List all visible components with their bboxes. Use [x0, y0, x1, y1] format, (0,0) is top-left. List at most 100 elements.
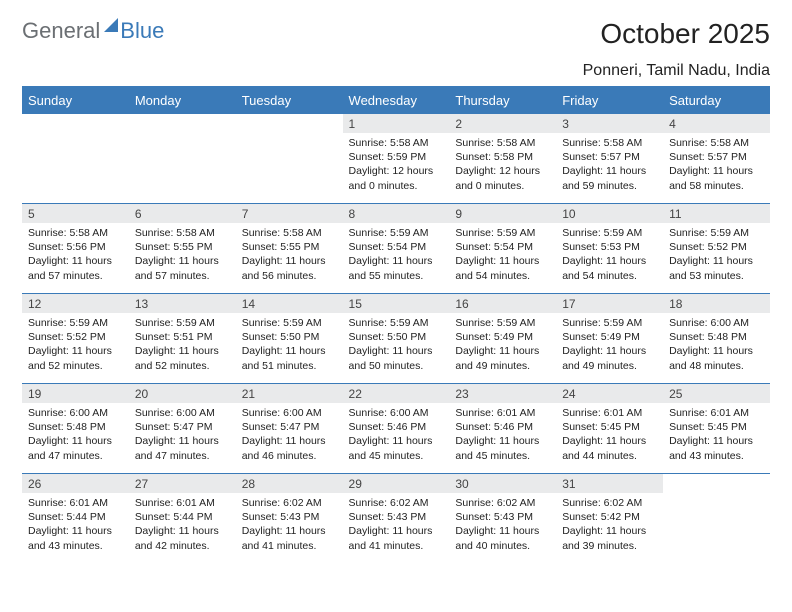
- day-number: 3: [556, 114, 663, 133]
- day-number: 28: [236, 474, 343, 493]
- sunrise-value: 5:58 AM: [390, 137, 429, 149]
- day-body: Sunrise: 5:58 AMSunset: 5:59 PMDaylight:…: [343, 133, 450, 195]
- sunrise-value: 5:58 AM: [176, 227, 215, 239]
- sunset-value: 5:58 PM: [494, 151, 533, 163]
- day-body: Sunrise: 6:00 AMSunset: 5:48 PMDaylight:…: [22, 403, 129, 465]
- sunrise-value: 5:59 AM: [604, 317, 643, 329]
- month-title: October 2025: [600, 18, 770, 50]
- sunrise-label: Sunrise:: [455, 497, 494, 509]
- day-number: 4: [663, 114, 770, 133]
- title-block: October 2025: [600, 18, 770, 52]
- sunrise-value: 6:00 AM: [176, 407, 215, 419]
- day-body: Sunrise: 5:59 AMSunset: 5:49 PMDaylight:…: [556, 313, 663, 375]
- calendar-day-cell: 29Sunrise: 6:02 AMSunset: 5:43 PMDayligh…: [343, 474, 450, 564]
- sunrise-label: Sunrise:: [349, 407, 388, 419]
- calendar-day-cell: [663, 474, 770, 564]
- day-body: Sunrise: 6:00 AMSunset: 5:46 PMDaylight:…: [343, 403, 450, 465]
- sunrise-label: Sunrise:: [242, 497, 281, 509]
- sunset-value: 5:48 PM: [708, 331, 747, 343]
- calendar-day-cell: 15Sunrise: 5:59 AMSunset: 5:50 PMDayligh…: [343, 294, 450, 384]
- day-body: Sunrise: 6:00 AMSunset: 5:47 PMDaylight:…: [236, 403, 343, 465]
- sunrise-value: 5:59 AM: [69, 317, 108, 329]
- daylight-label: Daylight:: [669, 255, 710, 267]
- day-body: Sunrise: 5:58 AMSunset: 5:57 PMDaylight:…: [663, 133, 770, 195]
- sunrise-value: 6:01 AM: [176, 497, 215, 509]
- calendar-day-cell: 31Sunrise: 6:02 AMSunset: 5:42 PMDayligh…: [556, 474, 663, 564]
- sunrise-value: 6:00 AM: [69, 407, 108, 419]
- sunset-label: Sunset:: [669, 421, 705, 433]
- daylight-label: Daylight:: [455, 165, 496, 177]
- sunset-value: 5:53 PM: [601, 241, 640, 253]
- sunset-value: 5:52 PM: [67, 331, 106, 343]
- day-number: 13: [129, 294, 236, 313]
- day-number: 20: [129, 384, 236, 403]
- sunrise-value: 5:59 AM: [390, 317, 429, 329]
- daylight-label: Daylight:: [28, 255, 69, 267]
- sunrise-label: Sunrise:: [28, 497, 67, 509]
- sunrise-label: Sunrise:: [349, 497, 388, 509]
- calendar-day-cell: 13Sunrise: 5:59 AMSunset: 5:51 PMDayligh…: [129, 294, 236, 384]
- calendar-day-cell: 16Sunrise: 5:59 AMSunset: 5:49 PMDayligh…: [449, 294, 556, 384]
- sunrise-value: 5:58 AM: [711, 137, 750, 149]
- calendar-day-cell: 2Sunrise: 5:58 AMSunset: 5:58 PMDaylight…: [449, 114, 556, 204]
- sunset-label: Sunset:: [455, 421, 491, 433]
- sunset-label: Sunset:: [669, 331, 705, 343]
- weekday-header: Wednesday: [343, 88, 450, 114]
- logo-text-blue: Blue: [120, 18, 164, 44]
- day-number: 6: [129, 204, 236, 223]
- day-number: 12: [22, 294, 129, 313]
- calendar-table: SundayMondayTuesdayWednesdayThursdayFrid…: [22, 88, 770, 564]
- weekday-header: Saturday: [663, 88, 770, 114]
- calendar-week-row: 12Sunrise: 5:59 AMSunset: 5:52 PMDayligh…: [22, 294, 770, 384]
- location-row: Ponneri, Tamil Nadu, India: [22, 62, 770, 88]
- sunrise-value: 6:00 AM: [711, 317, 750, 329]
- sunrise-value: 5:59 AM: [711, 227, 750, 239]
- day-body: Sunrise: 6:02 AMSunset: 5:42 PMDaylight:…: [556, 493, 663, 555]
- daylight-label: Daylight:: [28, 345, 69, 357]
- day-body: Sunrise: 6:01 AMSunset: 5:44 PMDaylight:…: [129, 493, 236, 555]
- sunset-value: 5:50 PM: [280, 331, 319, 343]
- day-body: Sunrise: 5:58 AMSunset: 5:58 PMDaylight:…: [449, 133, 556, 195]
- weekday-header: Sunday: [22, 88, 129, 114]
- sunset-label: Sunset:: [669, 151, 705, 163]
- sunrise-value: 5:59 AM: [283, 317, 322, 329]
- sunrise-value: 5:58 AM: [283, 227, 322, 239]
- sunrise-value: 5:59 AM: [604, 227, 643, 239]
- calendar-day-cell: [22, 114, 129, 204]
- calendar-day-cell: 28Sunrise: 6:02 AMSunset: 5:43 PMDayligh…: [236, 474, 343, 564]
- calendar-day-cell: 21Sunrise: 6:00 AMSunset: 5:47 PMDayligh…: [236, 384, 343, 474]
- day-body: Sunrise: 5:59 AMSunset: 5:53 PMDaylight:…: [556, 223, 663, 285]
- daylight-label: Daylight:: [28, 525, 69, 537]
- sunset-value: 5:54 PM: [494, 241, 533, 253]
- sunset-label: Sunset:: [135, 331, 171, 343]
- day-body: Sunrise: 6:01 AMSunset: 5:45 PMDaylight:…: [556, 403, 663, 465]
- day-body: Sunrise: 5:59 AMSunset: 5:52 PMDaylight:…: [22, 313, 129, 375]
- day-number: 30: [449, 474, 556, 493]
- calendar-day-cell: [236, 114, 343, 204]
- calendar-day-cell: 5Sunrise: 5:58 AMSunset: 5:56 PMDaylight…: [22, 204, 129, 294]
- calendar-day-cell: 24Sunrise: 6:01 AMSunset: 5:45 PMDayligh…: [556, 384, 663, 474]
- sunrise-label: Sunrise:: [669, 137, 708, 149]
- sunrise-value: 6:01 AM: [69, 497, 108, 509]
- sunset-value: 5:43 PM: [494, 511, 533, 523]
- daylight-label: Daylight:: [455, 345, 496, 357]
- daylight-label: Daylight:: [562, 435, 603, 447]
- sunset-value: 5:47 PM: [280, 421, 319, 433]
- sunrise-label: Sunrise:: [562, 407, 601, 419]
- sunset-value: 5:43 PM: [280, 511, 319, 523]
- calendar-day-cell: 10Sunrise: 5:59 AMSunset: 5:53 PMDayligh…: [556, 204, 663, 294]
- sunrise-value: 5:58 AM: [69, 227, 108, 239]
- calendar-day-cell: 19Sunrise: 6:00 AMSunset: 5:48 PMDayligh…: [22, 384, 129, 474]
- calendar-day-cell: 12Sunrise: 5:59 AMSunset: 5:52 PMDayligh…: [22, 294, 129, 384]
- sunset-value: 5:47 PM: [173, 421, 212, 433]
- daylight-label: Daylight:: [562, 525, 603, 537]
- sunrise-label: Sunrise:: [562, 137, 601, 149]
- calendar-week-row: 1Sunrise: 5:58 AMSunset: 5:59 PMDaylight…: [22, 114, 770, 204]
- calendar-day-cell: 9Sunrise: 5:59 AMSunset: 5:54 PMDaylight…: [449, 204, 556, 294]
- day-number: 24: [556, 384, 663, 403]
- sunset-value: 5:57 PM: [708, 151, 747, 163]
- location: Ponneri, Tamil Nadu, India: [22, 62, 770, 83]
- sunrise-value: 6:02 AM: [283, 497, 322, 509]
- day-number: 22: [343, 384, 450, 403]
- sunrise-value: 6:00 AM: [283, 407, 322, 419]
